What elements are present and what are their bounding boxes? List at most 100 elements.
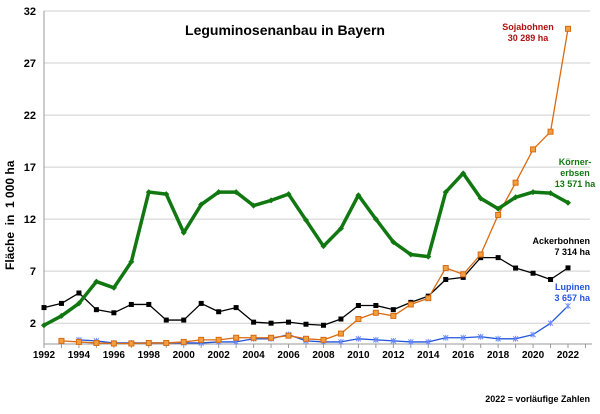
series-label-line: 30 289 ha (508, 33, 550, 43)
series-label-line: Lupinen (555, 282, 590, 292)
data-point (443, 276, 449, 282)
data-point (303, 321, 309, 327)
y-tick-label: 27 (24, 58, 36, 70)
data-point (547, 190, 554, 197)
data-point (41, 305, 47, 311)
data-point (303, 217, 309, 224)
data-point (233, 189, 240, 196)
data-point (233, 305, 239, 311)
data-point (565, 302, 571, 309)
data-point (198, 201, 205, 208)
x-tick-label: 2010 (347, 350, 370, 361)
data-point (512, 179, 519, 186)
data-point (145, 189, 152, 196)
series-label-line: erbsen (560, 168, 590, 178)
data-point (548, 276, 554, 282)
data-point (268, 320, 274, 326)
data-point (75, 300, 82, 307)
data-point (425, 338, 432, 345)
data-point (372, 309, 379, 316)
data-point (75, 338, 82, 345)
data-point (110, 340, 117, 347)
data-point (442, 265, 449, 272)
data-point (512, 335, 519, 342)
data-point (251, 319, 257, 325)
data-point (320, 336, 327, 343)
x-tick-label: 1992 (33, 350, 56, 361)
data-point (460, 274, 466, 280)
data-point (320, 243, 327, 250)
data-point (163, 339, 170, 346)
x-tick-label: 2006 (277, 350, 300, 361)
series-line-ackerbohnen (43, 256, 569, 326)
data-point (407, 301, 414, 308)
x-tick-label: 2018 (487, 350, 510, 361)
data-point (373, 302, 379, 308)
data-point (355, 335, 362, 342)
data-point (76, 290, 82, 296)
data-point (530, 189, 537, 196)
data-point (495, 255, 501, 261)
data-point (303, 335, 309, 342)
data-point (93, 307, 99, 313)
data-point (390, 312, 397, 319)
x-tick-label: 2022 (557, 350, 580, 361)
x-tick-label: 2000 (173, 350, 196, 361)
data-point (530, 146, 537, 153)
data-point (530, 270, 536, 276)
data-point (216, 309, 222, 315)
series-line-sojabohnen (61, 28, 569, 345)
x-tick-label: 2004 (242, 350, 265, 361)
data-point (477, 251, 484, 258)
data-point (285, 191, 292, 198)
data-point (337, 225, 344, 232)
series-label-line: 13 571 ha (555, 179, 597, 189)
x-tick-label: 2002 (208, 350, 231, 361)
data-point (530, 331, 536, 338)
series-line-körnererbsen (43, 171, 569, 327)
data-point (250, 202, 257, 209)
data-point (58, 337, 65, 344)
data-point (477, 195, 484, 202)
data-point (355, 192, 362, 199)
series-label-line: 7 314 ha (554, 247, 591, 257)
data-point (425, 253, 432, 260)
data-point (407, 338, 414, 345)
data-point (163, 191, 170, 198)
x-tick-label: 1998 (138, 350, 161, 361)
x-tick-label: 2020 (522, 350, 545, 361)
data-point (145, 339, 152, 346)
data-point (372, 216, 379, 223)
series-label-lupinen: Lupinen 3 657 ha (554, 282, 591, 303)
data-point (198, 336, 205, 343)
data-point (320, 322, 326, 328)
y-axis-label: Fläche in 1 000 ha (3, 160, 17, 270)
data-point (58, 312, 65, 319)
series-label-line: Ackerbohnen (532, 236, 590, 246)
x-tick-label: 2014 (417, 350, 440, 361)
data-point (425, 295, 432, 302)
data-point (460, 170, 467, 177)
data-point (547, 128, 554, 135)
data-point (442, 334, 449, 341)
data-point (460, 271, 467, 278)
data-point (337, 330, 344, 337)
data-point (547, 320, 554, 327)
data-point (373, 336, 379, 343)
y-tick-label: 7 (30, 266, 36, 278)
data-point (355, 316, 362, 323)
data-point (58, 300, 64, 306)
data-point (180, 229, 187, 236)
data-point (198, 300, 204, 306)
series-label-line: Körner- (559, 157, 592, 167)
data-point (128, 258, 135, 265)
x-tick-label: 2008 (312, 350, 335, 361)
series-label-line: Sojabohnen (502, 22, 554, 32)
data-point (268, 334, 275, 341)
data-point (286, 319, 292, 325)
data-point (513, 265, 519, 271)
data-point (128, 340, 135, 347)
data-point (128, 301, 134, 307)
